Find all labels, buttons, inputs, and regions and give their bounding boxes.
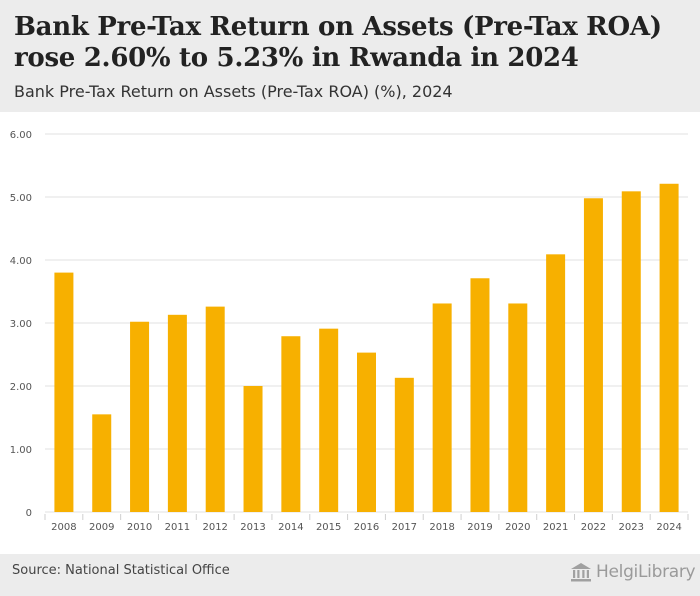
bar-2013: [243, 386, 263, 512]
y-tick-label: 4.00: [10, 256, 32, 267]
x-tick-label: 2011: [165, 522, 190, 533]
bar-2020: [508, 303, 528, 512]
x-tick-label: 2023: [619, 522, 644, 533]
x-tick-label: 2017: [392, 522, 417, 533]
bar-2012: [205, 306, 225, 512]
helgi-library-logo[interactable]: HelgiLibrary: [570, 560, 696, 584]
bar-2022: [583, 198, 603, 512]
source-note: Source: National Statistical Office: [12, 563, 230, 578]
y-tick-label: 3.00: [10, 319, 32, 330]
y-tick-label: 0: [26, 508, 32, 519]
x-tick-label: 2015: [316, 522, 341, 533]
bar-2016: [357, 352, 376, 512]
library-building-icon: [571, 563, 591, 582]
x-tick-label: 2021: [543, 522, 568, 533]
x-tick-label: 2022: [581, 522, 606, 533]
x-tick-label: 2009: [89, 522, 114, 533]
x-tick-label: 2013: [240, 522, 265, 533]
chart-title: Bank Pre-Tax Return on Assets (Pre-Tax R…: [14, 12, 662, 73]
x-tick-label: 2008: [51, 522, 76, 533]
x-tick-label: 2020: [505, 522, 530, 533]
x-tick-label: 2024: [656, 522, 681, 533]
bar-2011: [167, 314, 187, 512]
x-tick-label: 2019: [467, 522, 492, 533]
y-tick-label: 6.00: [10, 130, 32, 141]
bar-2017: [394, 377, 414, 512]
x-tick-label: 2014: [278, 522, 303, 533]
y-tick-label: 1.00: [10, 445, 32, 456]
chart-header: Bank Pre-Tax Return on Assets (Pre-Tax R…: [0, 0, 700, 112]
x-tick-label: 2018: [429, 522, 454, 533]
chart-subtitle: Bank Pre-Tax Return on Assets (Pre-Tax R…: [14, 82, 453, 101]
plot-area: 0 1.00 2.00 3.00 4.00 5.00 6.00 2008 2009 2010 201…: [0, 112, 700, 554]
bar-2019: [470, 278, 490, 512]
bar-2008: [54, 272, 74, 512]
bar-2009: [92, 414, 112, 512]
bar-chart: 0 1.00 2.00 3.00 4.00 5.00 6.00 2008 2009 2010 201…: [10, 130, 689, 533]
y-tick-label: 5.00: [10, 193, 32, 204]
logo-text: HelgiLibrary: [596, 562, 696, 582]
bar-2010: [130, 321, 150, 512]
y-tick-label: 2.00: [10, 382, 32, 393]
bar-2014: [281, 336, 301, 512]
bar-2024: [659, 183, 679, 512]
bar-2021: [546, 254, 566, 512]
bar-2018: [432, 303, 452, 512]
x-tick-label: 2016: [354, 522, 379, 533]
bar-2023: [621, 191, 641, 512]
x-tick-label: 2010: [127, 522, 152, 533]
x-tick-label: 2012: [202, 522, 227, 533]
bar-2015: [319, 328, 339, 512]
